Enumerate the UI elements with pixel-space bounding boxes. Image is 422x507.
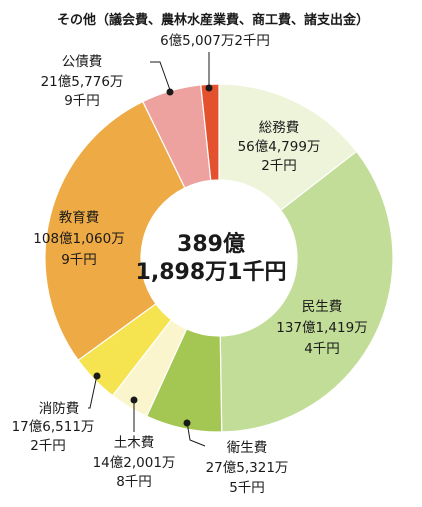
slice-label-doboku-amount1: 14億2,001万 — [93, 455, 176, 471]
leader-lines — [88, 52, 213, 447]
slice-label-eisei-name: 衛生費 — [227, 440, 268, 456]
slice-other — [200, 83, 220, 182]
slice-label-doboku-amount2: 8千円 — [116, 474, 152, 490]
donut-slices — [44, 83, 394, 433]
slice-label-somu-name: 総務費 — [259, 120, 300, 136]
slice-label-somu-amount2: 2千円 — [261, 158, 297, 174]
slice-somu — [218, 83, 358, 212]
leader-dot-other — [205, 84, 213, 92]
leader-kosai — [150, 61, 171, 91]
slice-label-minsei-amount2: 4千円 — [304, 341, 340, 357]
slice-label-minsei-amount1: 137億1,419万 — [276, 320, 367, 336]
leader-dot-eisei — [183, 419, 191, 427]
slice-label-minsei-name: 民生費 — [302, 299, 343, 315]
leader-dot-kosai — [166, 88, 174, 96]
slice-label-eisei-amount1: 27億5,321万 — [206, 460, 289, 476]
slice-label-other-name: その他（議会費、農林水産業費、商工費、諸支出金） — [57, 12, 369, 28]
slice-label-shobo-amount2: 2千円 — [30, 438, 66, 454]
slice-label-kosai-amount2: 9千円 — [64, 93, 100, 109]
slice-label-kosai-name: 公債費 — [62, 54, 103, 70]
center-total-line2: 1,898万1千円 — [136, 260, 287, 285]
slice-label-kyoiku-amount1: 108億1,060万 — [33, 231, 124, 247]
slice-label-kyoiku-name: 教育費 — [59, 210, 100, 226]
slice-kyoiku — [44, 100, 186, 362]
slice-label-shobo-name: 消防費 — [39, 401, 80, 417]
center-total-line1: 389億 — [177, 231, 245, 257]
leader-shobo — [88, 374, 98, 409]
slice-label-somu-amount1: 56億4,799万 — [238, 139, 321, 155]
slice-label-kyoiku-amount2: 9千円 — [61, 252, 97, 268]
slice-minsei — [219, 150, 394, 433]
leader-dot-shobo — [93, 372, 101, 380]
slice-label-shobo-amount1: 17億6,511万 — [12, 419, 95, 435]
leader-eisei — [186, 421, 206, 447]
slice-label-doboku-name: 土木費 — [114, 435, 155, 451]
slice-label-other-amount: 6億5,007万2千円 — [160, 33, 270, 49]
slice-label-eisei-amount2: 5千円 — [229, 480, 265, 496]
leader-dot-doboku — [130, 396, 138, 404]
slice-label-kosai-amount1: 21億5,776万 — [41, 74, 124, 90]
